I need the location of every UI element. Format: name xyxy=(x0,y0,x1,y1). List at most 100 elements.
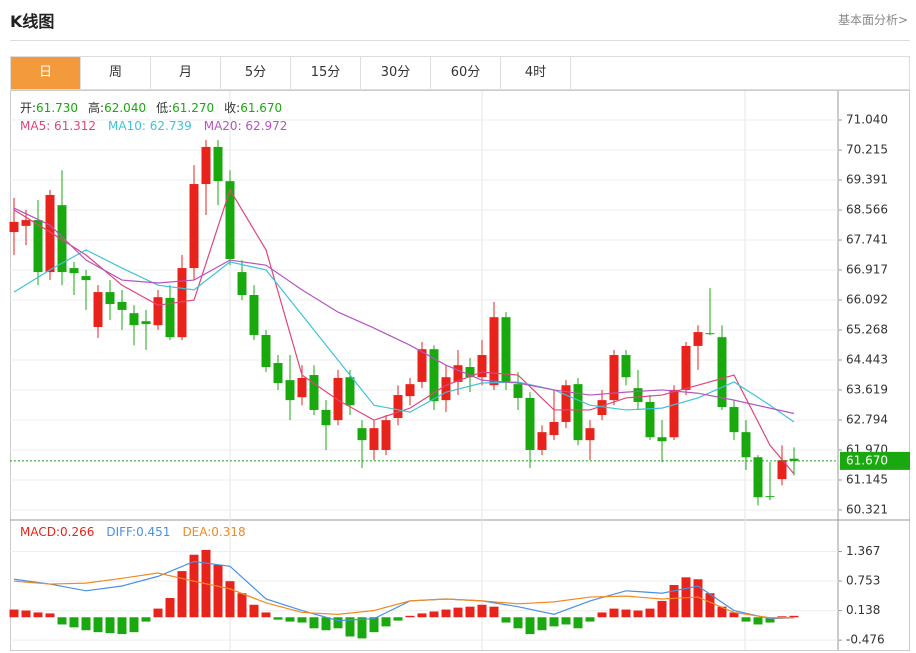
candle-body xyxy=(273,363,283,384)
y-tick-label: 67.741 xyxy=(846,233,888,247)
candle-body xyxy=(201,146,211,185)
legend-entry: MA10: 62.739 xyxy=(108,119,192,133)
tab[interactable]: 周 xyxy=(81,57,151,89)
candle-body xyxy=(681,345,691,390)
macd-bar xyxy=(741,617,751,622)
candle-body xyxy=(213,146,223,182)
y-tick-label: 61.145 xyxy=(846,472,888,486)
macd-bar xyxy=(177,571,187,618)
macd-bar xyxy=(165,598,175,618)
macd-bar xyxy=(45,613,55,618)
y-tick-label: 69.391 xyxy=(846,173,888,187)
candle-body xyxy=(705,333,715,335)
tab[interactable]: 4时 xyxy=(501,57,571,89)
candle-body xyxy=(45,194,55,273)
candle-body xyxy=(369,428,379,450)
macd-bar xyxy=(621,609,631,618)
macd-bar xyxy=(153,608,163,618)
y-tick-label: 66.917 xyxy=(846,263,888,277)
y-tick-label: 68.566 xyxy=(846,203,888,217)
candle-body xyxy=(225,181,235,259)
macd-bar xyxy=(237,593,247,618)
macd-bar xyxy=(657,600,667,618)
macd-bar xyxy=(69,617,79,628)
candle-body xyxy=(657,437,667,442)
candle-body xyxy=(81,276,91,281)
tab[interactable]: 15分 xyxy=(291,57,361,89)
y-tick-label: 70.215 xyxy=(846,143,888,157)
candle-body xyxy=(477,355,487,378)
candle-body xyxy=(381,420,391,450)
macd-bar xyxy=(789,615,799,618)
candle-body xyxy=(465,367,475,378)
y-tick-label: 1.367 xyxy=(846,544,880,558)
info-value: 61.670 xyxy=(240,101,282,115)
macd-bar xyxy=(537,617,547,631)
candle-body xyxy=(621,355,631,378)
fundamental-link[interactable]: 基本面分析> xyxy=(837,13,908,27)
info-value: 61.270 xyxy=(172,101,214,115)
macd-bar xyxy=(705,593,715,618)
candle-body xyxy=(141,321,151,325)
info-label: 收: xyxy=(224,101,240,115)
macd-bar xyxy=(309,617,319,629)
candle-body xyxy=(165,297,175,338)
macd-bar xyxy=(189,554,199,618)
candle-body xyxy=(9,221,19,233)
page-title: K线图 xyxy=(10,12,55,31)
macd-bar xyxy=(321,617,331,631)
macd-bar xyxy=(141,617,151,622)
info-label: 高: xyxy=(88,100,104,115)
candle-body xyxy=(537,432,547,450)
macd-bar xyxy=(417,613,427,618)
macd-bar xyxy=(369,617,379,633)
macd-bar xyxy=(477,604,487,618)
indicator-line xyxy=(13,207,795,415)
candle-body xyxy=(129,313,139,326)
macd-bar xyxy=(765,617,775,623)
y-tick-label: 0.138 xyxy=(846,603,880,617)
macd-bar xyxy=(249,604,259,618)
candle-body xyxy=(741,432,751,458)
macd-bar xyxy=(297,617,307,623)
candle-body xyxy=(717,337,727,408)
tab[interactable]: 60分 xyxy=(431,57,501,89)
legend: 开:61.730 高:62.040 低:61.270 收:61.670 xyxy=(20,100,282,115)
macd-bar xyxy=(21,610,31,618)
divider xyxy=(10,40,910,41)
tab[interactable]: 30分 xyxy=(361,57,431,89)
candle-body xyxy=(561,385,571,422)
candle-body xyxy=(753,457,763,498)
candle-body xyxy=(429,349,439,402)
candle-body xyxy=(501,317,511,382)
candle-body xyxy=(57,205,67,273)
candle-body xyxy=(693,332,703,346)
macd-bar xyxy=(225,581,235,618)
candle-body xyxy=(189,184,199,269)
candle-body xyxy=(21,220,31,226)
macd-bar xyxy=(33,612,43,618)
macd-bar xyxy=(513,617,523,629)
candle-body xyxy=(549,421,559,436)
legend-entry: MACD:0.266 xyxy=(20,525,94,539)
macd-bar xyxy=(465,606,475,618)
y-tick-label: 64.443 xyxy=(846,353,888,367)
candle-body xyxy=(573,384,583,441)
macd-bar xyxy=(597,612,607,618)
macd-bar xyxy=(405,615,415,618)
tab[interactable]: 日 xyxy=(11,57,81,89)
info-value: 61.730 xyxy=(36,101,78,115)
candle-body xyxy=(33,220,43,273)
candle-body xyxy=(69,268,79,274)
tab[interactable]: 5分 xyxy=(221,57,291,89)
macd-bar xyxy=(93,617,103,633)
legend-entry: DEA:0.318 xyxy=(182,525,245,539)
macd-bar xyxy=(429,611,439,618)
candle-body xyxy=(405,384,415,397)
macd-bar xyxy=(573,617,583,629)
tab[interactable]: 月 xyxy=(151,57,221,89)
legend: MACD:0.266 DIFF:0.451 DEA:0.318 xyxy=(20,525,246,539)
indicator-line xyxy=(13,188,795,475)
